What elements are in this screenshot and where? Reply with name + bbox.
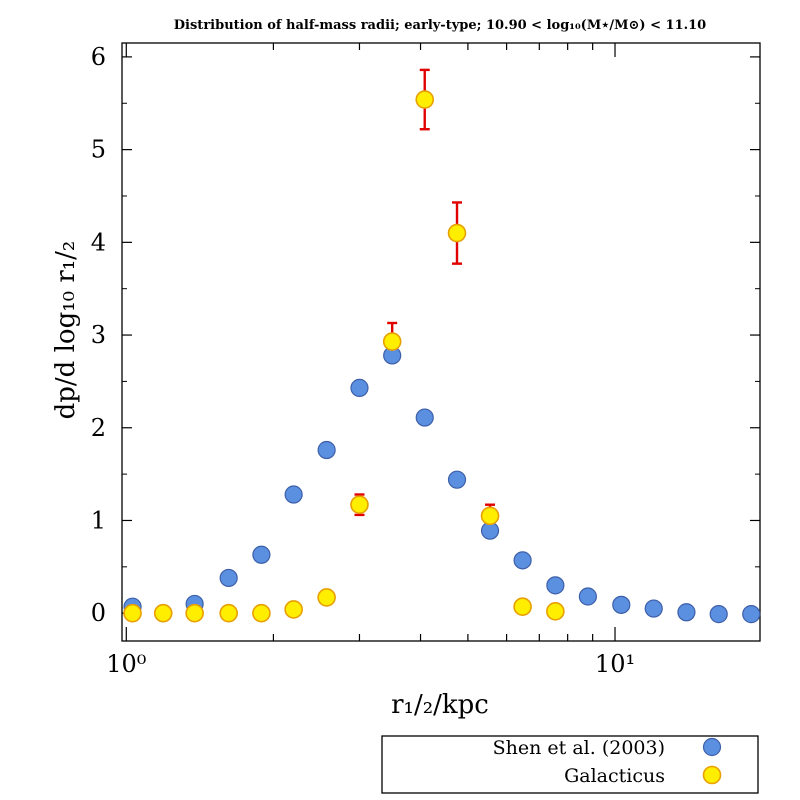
galacticus-point (252, 603, 271, 623)
legend-label-galacticus: Galacticus (564, 765, 665, 787)
shen-point (415, 408, 434, 427)
shen-point (317, 440, 336, 460)
galacticus-point (219, 603, 238, 623)
y-tick-label: 2 (91, 414, 106, 442)
shen-point (546, 576, 565, 595)
legend-label-shen: Shen et al. (2003) (493, 737, 665, 759)
galacticus-point (513, 597, 532, 616)
galacticus-point (480, 506, 500, 526)
shen-point (677, 603, 696, 622)
shen-point (612, 595, 631, 614)
y-tick-label: 3 (91, 321, 106, 349)
galacticus-point (350, 495, 369, 515)
shen-point (219, 568, 238, 588)
y-tick-label: 6 (91, 43, 106, 71)
shen-point (284, 485, 303, 504)
legend-box (381, 735, 759, 794)
galacticus-point (284, 600, 303, 619)
legend-marker-galacticus (702, 765, 722, 785)
galacticus-point (123, 603, 142, 623)
y-tick-label: 1 (91, 506, 106, 534)
x-tick-label: 10¹ (595, 650, 635, 678)
galacticus-point (415, 90, 435, 109)
legend-marker-shen (702, 737, 722, 757)
shen-point (644, 599, 663, 618)
x-axis-label: r₁/₂/kpc (391, 690, 489, 720)
y-axis-label: dp/d log₁₀ r₁/₂ (51, 241, 81, 420)
shen-point (742, 605, 761, 624)
x-tick-label: 10⁰ (106, 650, 146, 678)
plot-frame (121, 42, 761, 642)
shen-point (350, 378, 369, 397)
y-tick-label: 0 (91, 599, 106, 627)
galacticus-point (382, 332, 402, 351)
galacticus-error-bars (354, 68, 496, 529)
shen-point (252, 545, 271, 564)
series-galacticus (123, 90, 565, 623)
galacticus-point (447, 223, 467, 243)
chart-title: Distribution of half-mass radii; early-t… (174, 18, 706, 33)
y-tick-label: 4 (91, 228, 106, 256)
galacticus-point (546, 602, 565, 621)
shen-point (447, 470, 467, 489)
shen-point (709, 605, 728, 624)
shen-point (513, 551, 532, 570)
y-tick-label: 5 (91, 136, 106, 164)
galacticus-point (185, 603, 204, 623)
series-shen (123, 346, 761, 624)
x-axis: 10⁰ 10¹ (106, 43, 635, 678)
shen-point (578, 587, 597, 606)
galacticus-point (317, 588, 336, 607)
y-axis: 0 1 2 3 4 5 6 (91, 43, 760, 627)
legend: Shen et al. (2003) Galacticus (381, 735, 759, 794)
galacticus-point (153, 603, 173, 623)
